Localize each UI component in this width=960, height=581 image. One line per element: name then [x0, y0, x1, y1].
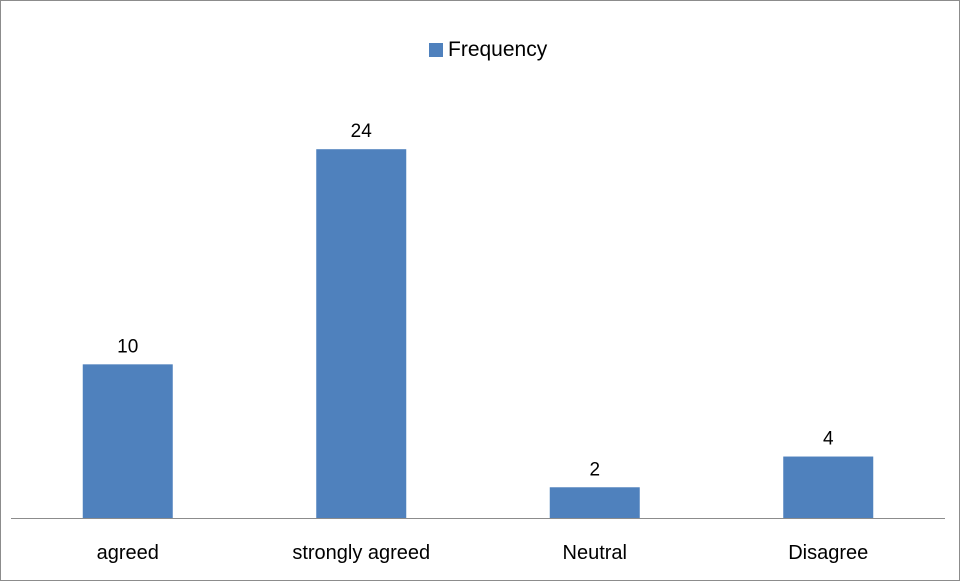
legend-label: Frequency	[448, 38, 548, 61]
bar-disagree	[783, 456, 874, 518]
legend-swatch	[429, 43, 443, 57]
category-label: agreed	[97, 542, 159, 564]
bar-agreed	[82, 364, 173, 518]
data-label: 4	[823, 429, 834, 450]
data-label: 2	[589, 459, 600, 480]
legend: Frequency	[429, 38, 547, 62]
bar-neutral	[549, 487, 640, 518]
data-label: 10	[117, 336, 138, 357]
data-label: 24	[351, 121, 373, 142]
category-label: Neutral	[563, 542, 627, 564]
category-label: strongly agreed	[292, 542, 430, 564]
bar-strongly-agreed	[316, 149, 407, 518]
category-label: Disagree	[788, 542, 868, 564]
